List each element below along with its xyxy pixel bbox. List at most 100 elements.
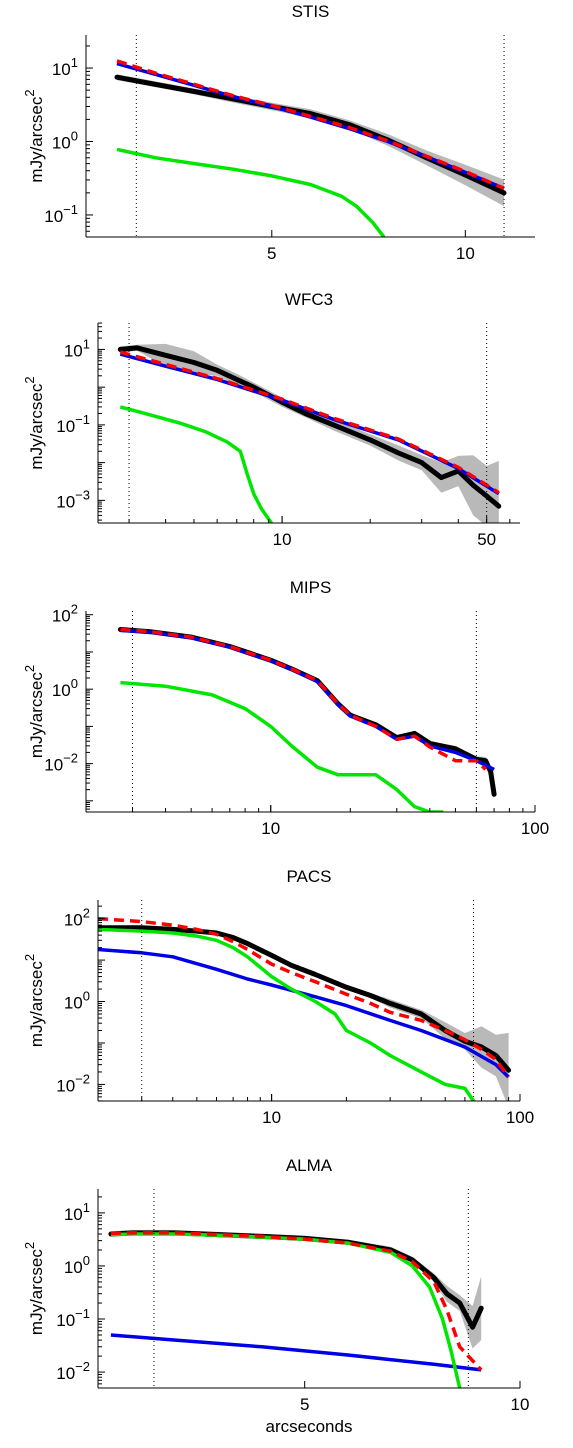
tick-label-base: 5 bbox=[267, 244, 276, 263]
tick-label-base: 10 bbox=[273, 530, 292, 549]
x-tick-label: 10 bbox=[511, 1395, 530, 1414]
series-green-line bbox=[120, 680, 444, 812]
tick-label-exponent: 0 bbox=[83, 989, 90, 1004]
series-red-line bbox=[110, 1231, 483, 1372]
tick-label-base: 10 bbox=[262, 1108, 281, 1127]
y-tick-label: 100 bbox=[52, 129, 78, 153]
y-axis-label-exponent: 2 bbox=[22, 665, 37, 672]
plot-area bbox=[98, 916, 512, 1101]
series-green-line bbox=[119, 405, 273, 523]
tick-label-exponent: −2 bbox=[75, 1071, 90, 1086]
tick-label-exponent: −1 bbox=[75, 412, 90, 427]
y-axis-label-exponent: 2 bbox=[22, 89, 37, 96]
plot-area bbox=[117, 343, 502, 523]
x-tick-label: 10 bbox=[456, 244, 475, 263]
tick-label-base: 10 bbox=[56, 1076, 75, 1095]
y-tick-label: 10−1 bbox=[44, 202, 78, 226]
y-axis-label: mJy/arcsec2 bbox=[22, 89, 46, 182]
y-axis-label-text: mJy/arcsec bbox=[27, 1249, 46, 1335]
tick-label-exponent: −2 bbox=[75, 1359, 90, 1374]
plot-area bbox=[117, 627, 497, 812]
tick-label-exponent: 1 bbox=[83, 336, 90, 351]
y-tick-label: 102 bbox=[64, 906, 90, 930]
series-green-line bbox=[98, 927, 476, 1101]
tick-label-exponent: −3 bbox=[75, 487, 90, 502]
chart-title: WFC3 bbox=[285, 290, 333, 309]
y-axis-label-exponent: 2 bbox=[22, 954, 37, 961]
x-tick-label: 10 bbox=[273, 530, 292, 549]
tick-label-base: 10 bbox=[56, 492, 75, 511]
series-data-line bbox=[114, 74, 507, 196]
y-tick-label: 10−2 bbox=[56, 1359, 90, 1383]
y-tick-label: 101 bbox=[64, 336, 90, 360]
x-axis-label: arcseconds bbox=[266, 1417, 353, 1436]
y-axis-label: mJy/arcsec2 bbox=[22, 376, 46, 469]
tick-label-base: 10 bbox=[44, 756, 63, 775]
series-blue-line bbox=[98, 947, 510, 1079]
x-tick-label: 10 bbox=[261, 819, 280, 838]
x-tick-label: 100 bbox=[506, 1108, 534, 1127]
y-tick-label: 10−2 bbox=[56, 1071, 90, 1095]
uncertainty-band bbox=[110, 1230, 482, 1349]
x-tick-label: 50 bbox=[477, 530, 496, 549]
tick-label-exponent: 1 bbox=[71, 55, 78, 70]
tick-label-base: 10 bbox=[64, 994, 83, 1013]
tick-label-exponent: 2 bbox=[83, 906, 90, 921]
panel-alma: 5 1010−210−1100101ALMAmJy/arcsec2arcsecon… bbox=[22, 1156, 529, 1436]
tick-label-base: 10 bbox=[52, 60, 71, 79]
tick-label-base: 10 bbox=[56, 1311, 75, 1330]
y-axis-label-text: mJy/arcsec bbox=[27, 96, 46, 182]
tick-label-base: 10 bbox=[44, 207, 63, 226]
tick-label-base: 5 bbox=[300, 1395, 309, 1414]
uncertainty-band bbox=[120, 628, 495, 800]
tick-label-base: 10 bbox=[52, 607, 71, 626]
tick-label-base: 10 bbox=[64, 341, 83, 360]
tick-label-exponent: −2 bbox=[63, 751, 78, 766]
y-axis-label-text: mJy/arcsec bbox=[27, 961, 46, 1047]
tick-label-base: 10 bbox=[511, 1395, 530, 1414]
chart-title: PACS bbox=[286, 867, 331, 886]
y-axis-label-text: mJy/arcsec bbox=[27, 672, 46, 758]
tick-label-base: 10 bbox=[56, 1364, 75, 1383]
x-tick-label: 5 bbox=[267, 244, 276, 263]
y-tick-label: 100 bbox=[64, 1253, 90, 1277]
y-tick-label: 100 bbox=[64, 989, 90, 1013]
tick-label-base: 10 bbox=[52, 681, 71, 700]
y-axis-label-exponent: 2 bbox=[22, 376, 37, 383]
tick-label-exponent: −1 bbox=[75, 1306, 90, 1321]
y-axis-label-exponent: 2 bbox=[22, 1242, 37, 1249]
tick-label-exponent: 1 bbox=[83, 1200, 90, 1215]
y-axis-label: mJy/arcsec2 bbox=[22, 665, 46, 758]
chart-title: MIPS bbox=[290, 578, 332, 597]
tick-label-base: 10 bbox=[261, 819, 280, 838]
series-blue-line bbox=[110, 1333, 482, 1372]
x-tick-label: 5 bbox=[300, 1395, 309, 1414]
y-tick-label: 102 bbox=[52, 602, 78, 626]
series-red-line bbox=[98, 916, 511, 1079]
chart-title: STIS bbox=[292, 2, 330, 21]
tick-label-exponent: 0 bbox=[83, 1253, 90, 1268]
uncertainty-band bbox=[98, 926, 509, 1101]
series-red-line bbox=[116, 59, 505, 191]
series-green-line bbox=[116, 147, 386, 237]
y-tick-label: 10−1 bbox=[56, 412, 90, 436]
chart-title: ALMA bbox=[286, 1156, 333, 1175]
tick-label-base: 100 bbox=[521, 819, 549, 838]
y-tick-label: 100 bbox=[52, 676, 78, 700]
tick-label-exponent: 0 bbox=[71, 676, 78, 691]
series-data-line bbox=[98, 925, 512, 1073]
y-tick-label: 101 bbox=[64, 1200, 90, 1224]
series-data-line bbox=[117, 627, 497, 797]
y-axis-label: mJy/arcsec2 bbox=[22, 954, 46, 1047]
x-tick-label: 100 bbox=[521, 819, 549, 838]
y-tick-label: 101 bbox=[52, 55, 78, 79]
series-red-line bbox=[119, 350, 500, 495]
plot-area bbox=[108, 1230, 484, 1388]
tick-label-exponent: −1 bbox=[63, 202, 78, 217]
tick-label-exponent: 0 bbox=[71, 129, 78, 144]
tick-label-base: 10 bbox=[64, 1205, 83, 1224]
